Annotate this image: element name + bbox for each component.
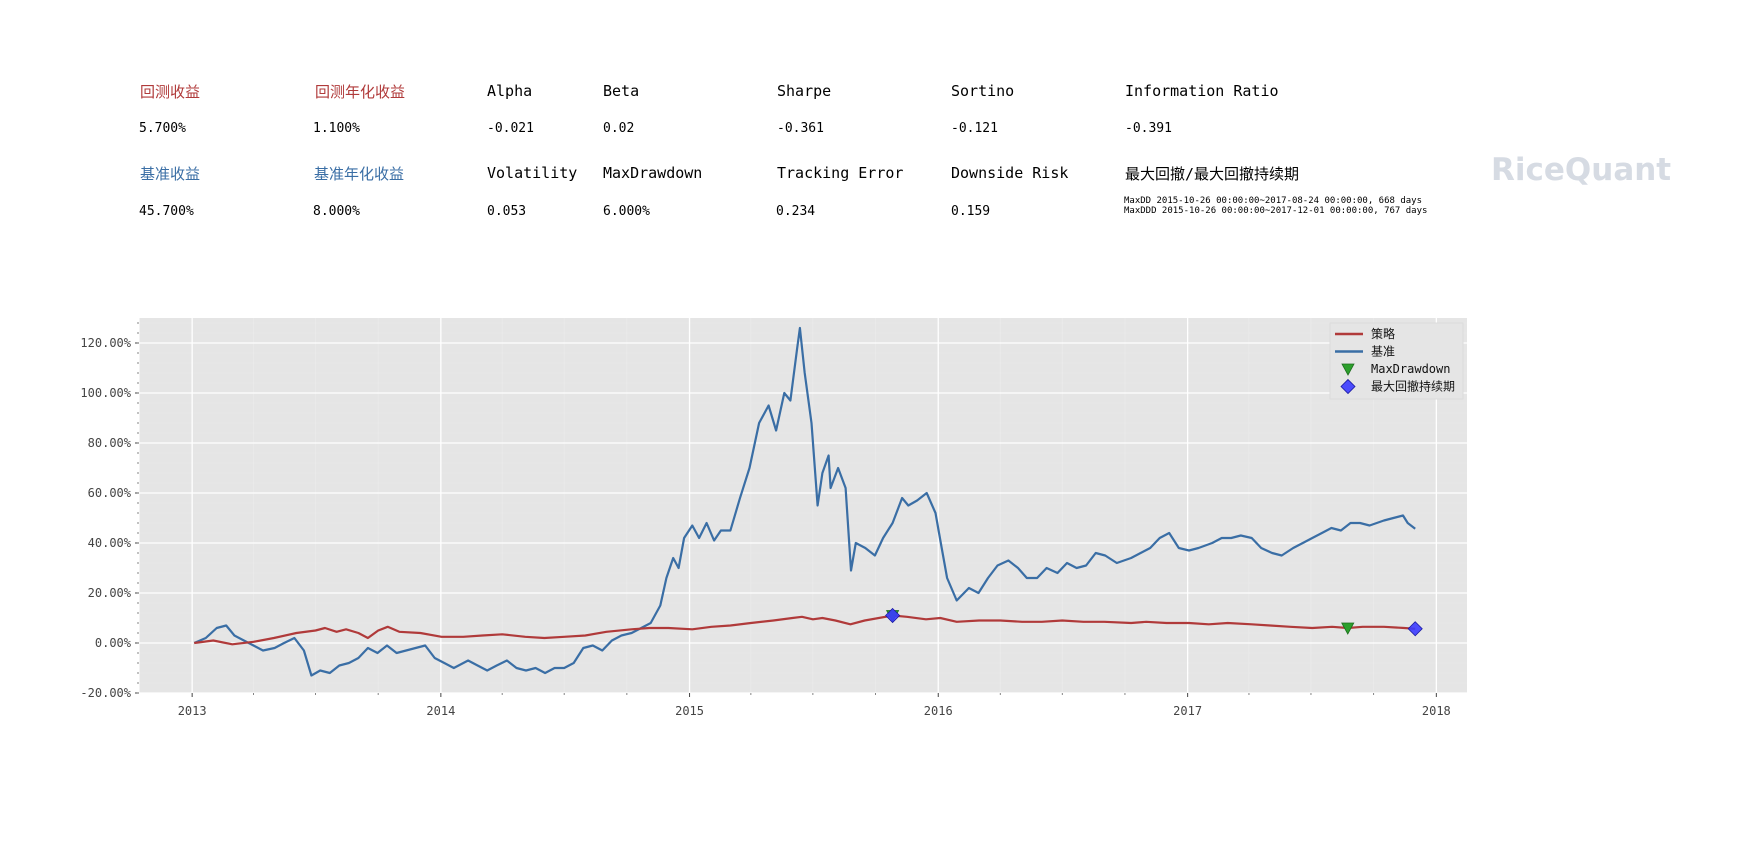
metric-label-beta: Beta (603, 82, 640, 100)
metric-label-benchmark-return: 基准收益 (140, 165, 201, 183)
legend-swatch-maxddd (1340, 378, 1356, 395)
metric-value-backtest-annual-return: 1.100% (313, 121, 360, 136)
metric-value-beta: 0.02 (603, 121, 635, 136)
y-tick-label: 40.00% (88, 536, 132, 550)
max-drawdown-duration-marker (1407, 621, 1423, 637)
x-tick-label: 2014 (426, 704, 455, 718)
metric-label-backtest-return: 回测收益 (140, 83, 201, 101)
y-tick-label: 100.00% (80, 386, 131, 400)
y-tick-label: -20.00% (80, 686, 131, 700)
metric-value-alpha: -0.021 (487, 121, 534, 136)
metric-value-information-ratio: -0.391 (1125, 121, 1172, 136)
metric-value-backtest-return: 5.700% (139, 121, 186, 136)
y-tick-label: 20.00% (88, 586, 132, 600)
max-drawdown-marker (1341, 622, 1355, 635)
metric-label-downside-risk: Downside Risk (951, 164, 1069, 182)
metric-value-downside-risk: 0.159 (951, 204, 991, 219)
x-axis: 2013 2014 2015 2016 2017 2018 (178, 693, 1451, 718)
metric-value-maxdd: MaxDD 2015-10-26 00:00:00~2017-08-24 00:… (1124, 196, 1423, 206)
legend-label-maxdrawdown: MaxDrawdown (1371, 362, 1450, 376)
metric-value-benchmark-annual-return: 8.000% (313, 204, 360, 219)
metric-label-sortino: Sortino (951, 82, 1015, 100)
metric-label-information-ratio: Information Ratio (1125, 82, 1279, 100)
metric-label-max-drawdown-duration: 最大回撤/最大回撤持续期 (1125, 165, 1300, 183)
metric-value-maxdrawdown: 6.000% (603, 204, 650, 219)
x-tick-label: 2015 (675, 704, 704, 718)
ricequant-logo: RiceQuant (1491, 152, 1672, 188)
x-tick-label: 2017 (1173, 704, 1202, 718)
metric-value-benchmark-return: 45.700% (139, 204, 194, 219)
max-drawdown-duration-marker (885, 607, 901, 624)
metric-label-backtest-annual-return: 回测年化收益 (315, 83, 406, 101)
series-layer (193, 326, 1416, 677)
metric-value-sortino: -0.121 (951, 121, 998, 136)
metric-label-maxdrawdown: MaxDrawdown (603, 164, 703, 182)
metric-label-volatility: Volatility (487, 164, 578, 182)
legend-label-benchmark: 基准 (1371, 345, 1395, 359)
y-tick-label: 80.00% (88, 436, 132, 450)
y-axis: -20.00% 0.00% 20.00% 40.00% 60.00% 80.00% 100.… (80, 322, 139, 700)
y-tick-label: 120.00% (80, 336, 131, 350)
y-tick-label: 60.00% (88, 486, 132, 500)
major-grid (138, 318, 1467, 694)
legend-label-strategy: 策略 (1371, 326, 1395, 341)
metric-label-tracking-error: Tracking Error (777, 164, 904, 182)
x-tick-label: 2018 (1422, 704, 1451, 718)
legend-swatch-maxdrawdown (1341, 363, 1355, 376)
y-tick-label: 0.00% (95, 636, 132, 650)
metric-label-alpha: Alpha (487, 82, 533, 100)
plot-background (139, 318, 1467, 693)
x-tick-label: 2013 (178, 704, 207, 718)
legend-label-maxddd: 最大回撤持续期 (1371, 379, 1455, 394)
metric-label-benchmark-annual-return: 基准年化收益 (314, 165, 405, 183)
series-line-strategy (194, 614, 1416, 646)
x-tick-label: 2016 (924, 704, 953, 718)
marker-layer (885, 607, 1423, 637)
metric-value-tracking-error: 0.234 (776, 204, 816, 219)
series-line-benchmark (193, 326, 1416, 677)
metric-label-sharpe: Sharpe (777, 82, 832, 100)
metric-value-volatility: 0.053 (487, 204, 527, 219)
metric-value-sharpe: -0.361 (777, 121, 824, 136)
metric-value-maxddd: MaxDDD 2015-10-26 00:00:00~2017-12-01 00… (1124, 206, 1428, 216)
